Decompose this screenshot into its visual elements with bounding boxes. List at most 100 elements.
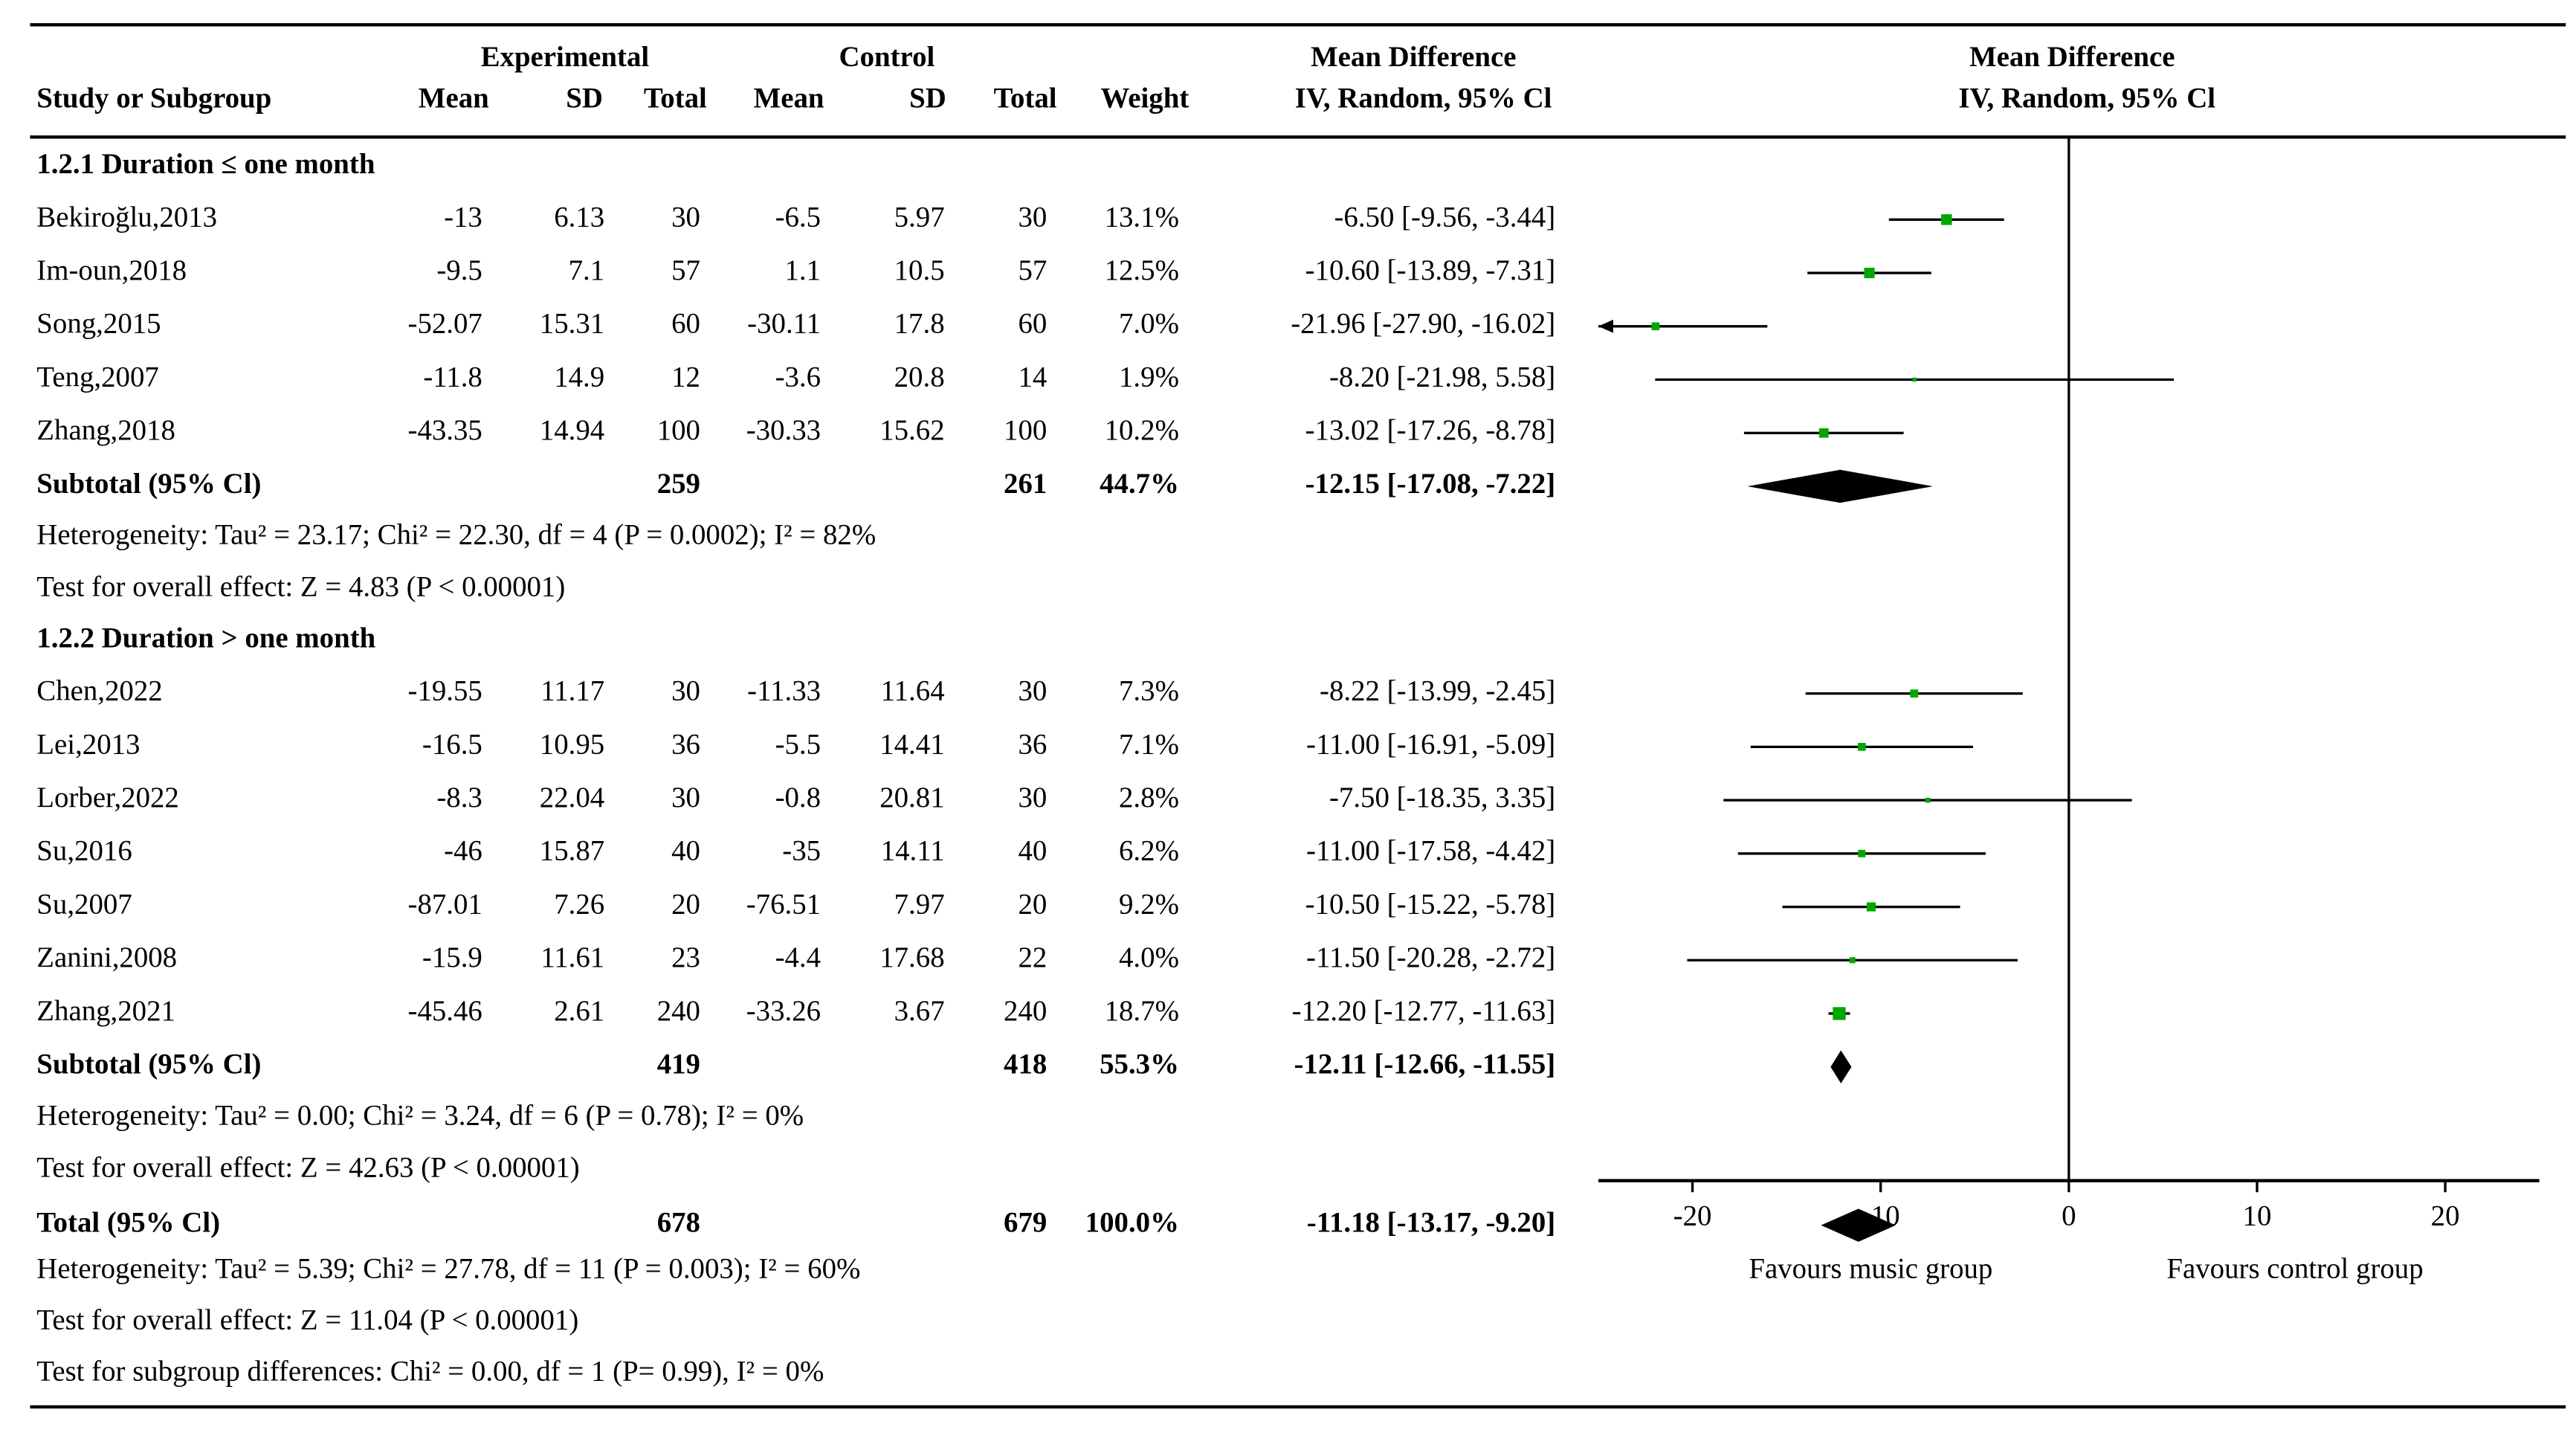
cell: -8.22 [-13.99, -2.45] (1320, 675, 1555, 707)
cell: 11.64 (881, 675, 945, 707)
summary-cell: 259 (657, 468, 700, 500)
cell: 17.68 (879, 941, 944, 973)
subgroup-title: 1.2.2 Duration > one month (36, 622, 375, 654)
summary-cell: 44.7% (1100, 468, 1179, 500)
column-header: SD (909, 82, 946, 114)
group-header: Mean Difference (1311, 41, 1516, 73)
point-estimate (1864, 267, 1875, 279)
overall-effect: Test for overall effect: Z = 11.04 (P < … (36, 1304, 578, 1336)
overall-effect: Test for overall effect: Z = 42.63 (P < … (36, 1151, 579, 1183)
cell: -10.50 [-15.22, -5.78] (1305, 888, 1556, 920)
cell: 20.8 (894, 361, 945, 393)
cell: -12.20 [-12.77, -11.63] (1292, 995, 1556, 1027)
cell: 7.3% (1119, 675, 1179, 707)
cell: 7.97 (894, 888, 945, 920)
cell: 40 (671, 835, 700, 867)
study-name: Su,2007 (36, 888, 132, 920)
cell: 7.26 (554, 888, 604, 920)
cell: -3.6 (775, 361, 821, 393)
cell: -76.51 (746, 888, 821, 920)
cell: 14.94 (540, 414, 604, 446)
column-header: SD (566, 82, 603, 114)
cell: -45.46 (408, 995, 482, 1027)
cell: 23 (671, 941, 700, 973)
cell: 1.9% (1119, 361, 1179, 393)
cell: 36 (671, 728, 700, 760)
summary-cell: 679 (1004, 1207, 1047, 1239)
cell: 57 (671, 254, 700, 286)
plot-title: Mean Difference (1969, 41, 2175, 73)
cell: -7.50 [-18.35, 3.35] (1329, 782, 1555, 814)
cell: 4.0% (1119, 941, 1179, 973)
summary-label: Subtotal (95% Cl) (36, 468, 261, 500)
cell: 12 (671, 361, 700, 393)
ci-arrow (1598, 319, 1613, 333)
x-tick-label: 0 (2062, 1200, 2076, 1232)
study-name: Chen,2022 (36, 675, 162, 707)
summary-cell: 100.0% (1085, 1207, 1179, 1239)
cell: -6.50 [-9.56, -3.44] (1334, 201, 1555, 233)
column-header: Mean (419, 82, 489, 114)
cell: 57 (1018, 254, 1047, 286)
cell: 40 (1018, 835, 1047, 867)
cell: -35 (782, 835, 821, 867)
group-header: Experimental (481, 41, 650, 73)
cell: 11.61 (540, 941, 604, 973)
favours-label: Favours music group (1749, 1253, 1992, 1285)
overall-effect: Test for overall effect: Z = 4.83 (P < 0… (36, 571, 565, 603)
cell: 14 (1018, 361, 1047, 393)
cell: 15.87 (540, 835, 604, 867)
x-tick-label: 10 (2243, 1200, 2272, 1232)
cell: 36 (1018, 728, 1047, 760)
summary-cell: -11.18 [-13.17, -9.20] (1307, 1207, 1555, 1239)
summary-diamond (1747, 469, 1934, 503)
heterogeneity: Heterogeneity: Tau² = 23.17; Chi² = 22.3… (36, 519, 876, 551)
cell: 14.9 (554, 361, 604, 393)
cell: -10.60 [-13.89, -7.31] (1305, 254, 1556, 286)
cell: 10.5 (894, 254, 945, 286)
cell: 10.2% (1105, 414, 1179, 446)
point-estimate (1910, 689, 1919, 698)
cell: -11.00 [-17.58, -4.42] (1306, 835, 1555, 867)
cell: 15.62 (879, 414, 944, 446)
cell: 17.8 (894, 308, 945, 340)
cell: 7.1 (569, 254, 605, 286)
cell: 100 (657, 414, 700, 446)
cell: 6.2% (1119, 835, 1179, 867)
point-estimate (1651, 322, 1660, 331)
summary-cell: 418 (1004, 1049, 1047, 1080)
summary-cell: -12.15 [-17.08, -7.22] (1305, 468, 1556, 500)
cell: 30 (1018, 201, 1047, 233)
cell: 30 (671, 782, 700, 814)
cell: -13.02 [-17.26, -8.78] (1305, 414, 1556, 446)
column-header: Total (644, 82, 707, 114)
cell: -87.01 (408, 888, 482, 920)
cell: 13.1% (1105, 201, 1179, 233)
study-name: Lei,2013 (36, 728, 140, 760)
study-name: Zhang,2018 (36, 414, 175, 446)
cell: 1.1 (785, 254, 821, 286)
plot-title: IV, Random, 95% Cl (1958, 82, 2215, 114)
point-estimate (1866, 902, 1876, 912)
point-estimate (1912, 377, 1917, 382)
subgroup-differences: Test for subgroup differences: Chi² = 0.… (36, 1355, 824, 1387)
cell: 7.1% (1119, 728, 1179, 760)
cell: 3.67 (894, 995, 945, 1027)
point-estimate (1858, 849, 1866, 857)
point-estimate (1833, 1007, 1846, 1020)
cell: -9.5 (436, 254, 482, 286)
study-name: Su,2016 (36, 835, 132, 867)
group-header: IV, Random, 95% Cl (1295, 82, 1552, 114)
summary-cell: 419 (657, 1049, 700, 1080)
cell: -43.35 (408, 414, 482, 446)
point-estimate (1925, 797, 1931, 803)
study-name: Teng,2007 (36, 361, 159, 393)
summary-cell: 55.3% (1100, 1049, 1179, 1080)
cell: -30.11 (747, 308, 821, 340)
cell: 100 (1004, 414, 1047, 446)
cell: -21.96 [-27.90, -16.02] (1291, 308, 1555, 340)
summary-label: Subtotal (95% Cl) (36, 1049, 261, 1080)
cell: -11.50 [-20.28, -2.72] (1306, 941, 1555, 973)
cell: 20.81 (879, 782, 944, 814)
